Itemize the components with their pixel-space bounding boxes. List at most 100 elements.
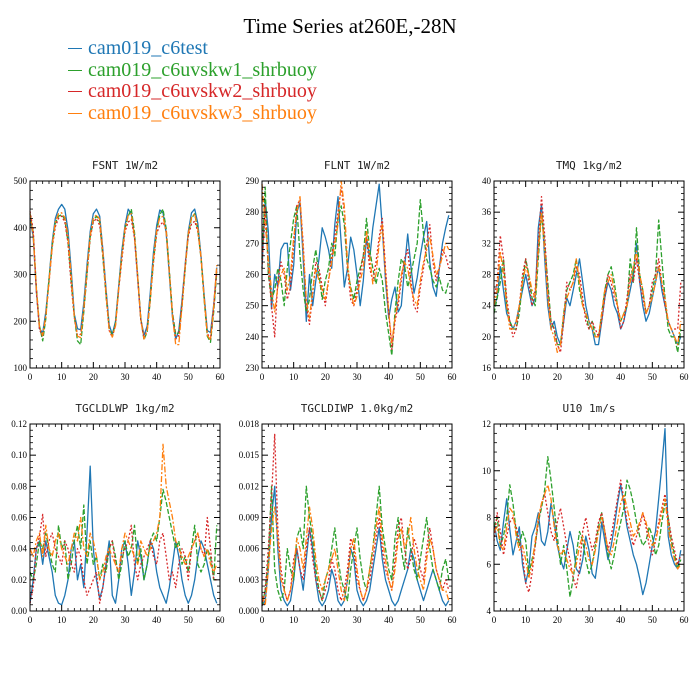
panel-6: U10 1m/s 0 10 20 30 40 50 60 4 6 8 10 12	[482, 402, 689, 625]
panel-title: FSNT 1W/m2	[92, 159, 158, 172]
y-tick-label: 24	[482, 301, 492, 311]
panel-title: U10 1m/s	[563, 402, 616, 415]
x-tick-label: 40	[384, 372, 394, 382]
panel-title: TGCLDIWP 1.0kg/m2	[301, 402, 414, 415]
x-tick-label: 50	[184, 615, 194, 625]
y-tick-label: 0.10	[11, 450, 27, 460]
panel-5: TGCLDIWP 1.0kg/m2 0 10 20 30 40 50 60 0.000 0.003…	[239, 402, 457, 625]
legend-swatch-1	[68, 48, 82, 50]
x-tick-label: 50	[648, 615, 658, 625]
x-tick-label: 10	[521, 372, 531, 382]
x-tick-label: 0	[260, 372, 265, 382]
y-tick-label: 0.009	[239, 513, 260, 523]
panel-1: FSNT 1W/m2 0 10 20 30 40 50 60 100 200 300 400 500	[14, 159, 226, 382]
x-tick-label: 10	[57, 372, 67, 382]
series-line-2	[261, 485, 450, 606]
legend-entry-4: cam019_c6uvskw3_shrbuoy	[68, 102, 317, 125]
y-tick-label: 4	[487, 606, 492, 616]
legend-swatch-2	[68, 69, 82, 71]
panel-4: TGCLDLWP 1kg/m2 0 10 20 30 40 50 60 0.00 0.02 0.04…	[11, 402, 225, 625]
y-tick-label: 0.12	[11, 419, 27, 429]
x-tick-label: 0	[28, 615, 33, 625]
y-tick-label: 16	[482, 363, 492, 373]
legend-swatch-3	[68, 91, 82, 93]
series-line-4	[29, 443, 218, 581]
x-tick-label: 60	[216, 615, 226, 625]
y-tick-label: 270	[246, 238, 260, 248]
y-tick-label: 0.000	[239, 606, 260, 616]
series-line-4	[493, 484, 682, 579]
panel-3: TMQ 1kg/m2 0 10 20 30 40 50 60 16 20 24 28 32 36 40	[482, 159, 689, 382]
series-line-4	[493, 211, 682, 354]
series-line-3	[493, 479, 682, 593]
x-tick-label: 20	[553, 615, 563, 625]
x-tick-label: 50	[184, 372, 194, 382]
legend: cam019_c6test cam019_c6uvskw1_shrbuoy ca…	[68, 37, 317, 125]
y-tick-label: 300	[14, 270, 28, 280]
x-tick-label: 30	[585, 615, 595, 625]
series-line-1	[29, 203, 218, 340]
y-tick-label: 6	[487, 559, 492, 569]
legend-swatch-4	[68, 112, 82, 114]
x-tick-label: 30	[353, 372, 363, 382]
series-line-4	[261, 506, 450, 607]
y-tick-label: 290	[246, 176, 260, 186]
y-tick-label: 280	[246, 207, 260, 217]
y-tick-label: 0.006	[239, 544, 260, 554]
series-line-1	[493, 203, 682, 346]
series-line-1	[261, 183, 450, 322]
y-tick-label: 0.015	[239, 450, 260, 460]
x-tick-label: 30	[585, 372, 595, 382]
x-tick-label: 40	[152, 372, 162, 382]
legend-label-1: cam019_c6test	[88, 37, 208, 59]
x-tick-label: 30	[353, 615, 363, 625]
legend-entry-1: cam019_c6test	[68, 37, 317, 60]
x-tick-label: 40	[384, 615, 394, 625]
series-line-1	[261, 485, 450, 607]
x-tick-label: 50	[648, 372, 658, 382]
plot-frame	[493, 423, 685, 612]
x-tick-label: 60	[680, 372, 690, 382]
x-tick-label: 50	[416, 372, 426, 382]
y-tick-label: 0.003	[239, 575, 260, 585]
legend-label-3: cam019_c6uvskw2_shrbuoy	[88, 80, 317, 102]
x-tick-label: 30	[121, 372, 131, 382]
panel-2: FLNT 1W/m2 0 10 20 30 40 50 60 230 240 250 260 270 28…	[246, 159, 458, 382]
series-line-2	[29, 488, 218, 581]
y-tick-label: 28	[482, 270, 492, 280]
y-tick-label: 0.02	[11, 575, 27, 585]
series-line-3	[261, 433, 450, 606]
y-tick-label: 32	[482, 238, 491, 248]
x-tick-label: 0	[492, 615, 497, 625]
x-tick-label: 10	[521, 615, 531, 625]
y-tick-label: 40	[482, 176, 492, 186]
y-tick-label: 0.04	[11, 544, 27, 554]
series-line-3	[261, 186, 450, 350]
y-tick-label: 200	[14, 316, 28, 326]
series-line-3	[29, 513, 217, 604]
y-tick-label: 20	[482, 332, 492, 342]
x-tick-label: 60	[216, 372, 226, 382]
y-tick-label: 12	[482, 419, 491, 429]
x-tick-label: 20	[89, 615, 99, 625]
y-tick-label: 36	[482, 207, 492, 217]
x-tick-label: 10	[57, 615, 67, 625]
series-line-3	[493, 195, 682, 354]
x-tick-label: 50	[416, 615, 426, 625]
x-tick-label: 20	[321, 615, 331, 625]
y-tick-label: 0.018	[239, 419, 260, 429]
series-line-4	[29, 212, 218, 346]
series-line-1	[29, 465, 218, 606]
panel-title: FLNT 1W/m2	[324, 159, 390, 172]
y-tick-label: 100	[14, 363, 28, 373]
x-tick-label: 20	[89, 372, 99, 382]
x-tick-label: 40	[152, 615, 162, 625]
series-line-4	[261, 180, 450, 344]
y-tick-label: 400	[14, 223, 28, 233]
series-line-2	[493, 456, 682, 598]
y-tick-label: 0.012	[239, 481, 259, 491]
y-tick-label: 8	[487, 513, 492, 523]
x-tick-label: 0	[492, 372, 497, 382]
x-tick-label: 60	[680, 615, 690, 625]
panel-title: TGCLDLWP 1kg/m2	[75, 402, 174, 415]
